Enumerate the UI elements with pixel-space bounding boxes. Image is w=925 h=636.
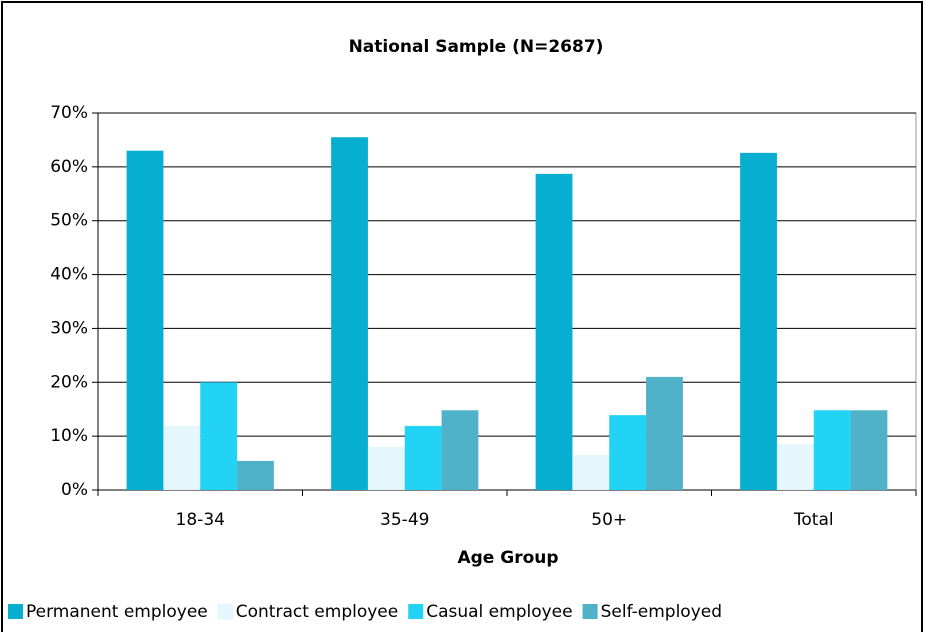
x-tick-label: 18-34 — [176, 510, 225, 530]
x-axis-label: Age Group — [457, 548, 558, 568]
bar — [126, 150, 164, 490]
y-tick-label: 0% — [61, 480, 88, 500]
y-tick-label: 30% — [50, 318, 88, 338]
y-tick-label: 70% — [50, 103, 88, 123]
bar — [331, 137, 368, 490]
bar — [740, 152, 777, 490]
chart-title: National Sample (N=2687) — [349, 37, 604, 57]
bar — [535, 173, 573, 490]
x-tick-label: 50+ — [591, 510, 627, 530]
legend-label: Casual employee — [426, 602, 572, 622]
bar — [237, 460, 274, 490]
legend-label: Contract employee — [236, 602, 398, 622]
x-tick-label: 35-49 — [380, 510, 429, 530]
bar — [609, 415, 647, 490]
bar — [776, 444, 814, 490]
bar — [572, 454, 610, 490]
y-tick-label: 50% — [50, 211, 88, 231]
legend-label: Self-employed — [601, 602, 722, 622]
bar — [200, 382, 238, 490]
bar — [813, 410, 851, 490]
legend-swatch — [217, 603, 234, 620]
legend-label: Permanent employee — [26, 602, 208, 622]
bar — [850, 410, 888, 490]
y-tick-label: 60% — [50, 157, 88, 177]
bar — [367, 446, 405, 490]
bar — [441, 410, 479, 490]
bar — [163, 425, 201, 490]
legend-swatch — [408, 604, 424, 619]
y-tick-label: 20% — [50, 372, 88, 392]
legend-swatch — [582, 604, 598, 619]
x-tick-label: Total — [793, 510, 834, 530]
bar — [646, 376, 683, 490]
legend-swatch — [8, 604, 23, 619]
y-tick-label: 40% — [50, 265, 88, 285]
bar — [404, 425, 442, 490]
y-tick-label: 10% — [50, 426, 88, 446]
